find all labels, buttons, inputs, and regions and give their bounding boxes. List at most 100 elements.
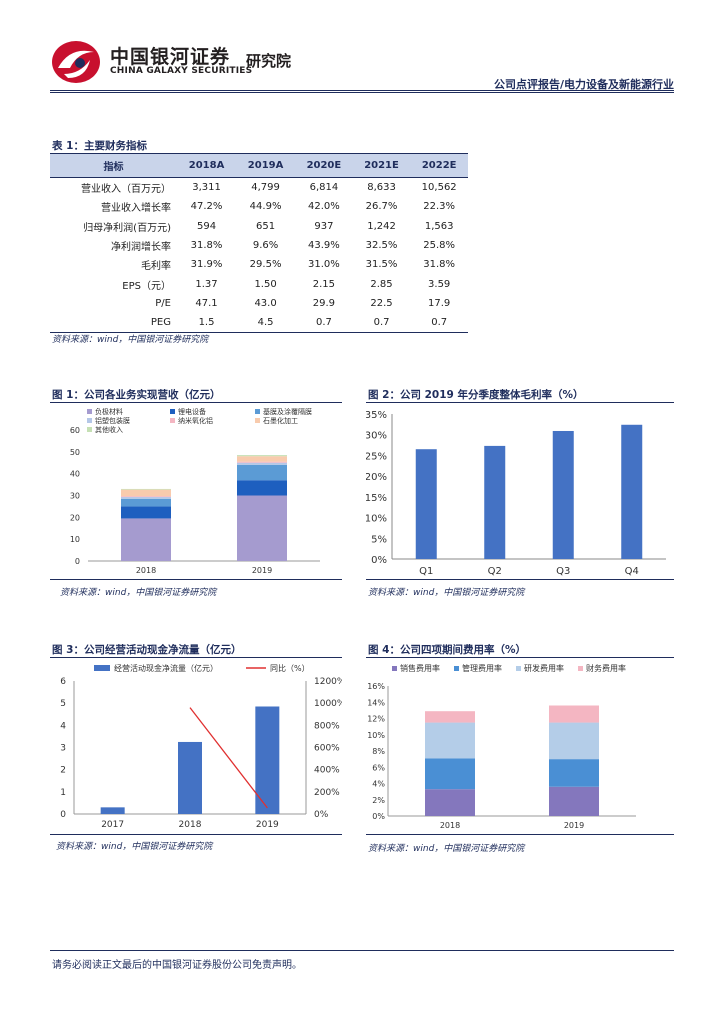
- figure-3-source: 资料来源：wind，中国银河证券研究院: [56, 842, 213, 852]
- y-tick-label-right: 600%: [314, 744, 340, 754]
- y-tick-label: 40: [70, 470, 80, 479]
- bar-segment: [121, 498, 171, 507]
- table-row: 营业收入增长率 47.2% 44.9% 42.0% 26.7% 22.3%: [50, 197, 468, 216]
- table-cell: 29.5%: [249, 259, 282, 271]
- y-tick-label-left: 1: [60, 788, 66, 798]
- report-category: 公司点评报告/电力设备及新能源行业: [493, 78, 674, 91]
- bar-segment: [237, 462, 287, 465]
- table-row: PEG 1.5 4.5 0.7 0.7 0.7: [50, 313, 468, 334]
- table-row-label: 营业收入增长率: [101, 203, 171, 215]
- table-header-cell: 指标: [50, 153, 177, 178]
- y-tick-label: 30: [70, 492, 80, 501]
- table-header-row: 指标 2018A 2019A 2020E 2021E 2022E: [50, 153, 468, 178]
- financial-table: 指标 2018A 2019A 2020E 2021E 2022E 营业收入（百万元） 3,3…: [50, 153, 468, 334]
- table-cell: 25.8%: [423, 240, 456, 252]
- table-cell: 0.7: [352, 313, 411, 334]
- figure-3-top-rule: [50, 657, 342, 658]
- table-header-cell: 2018A: [177, 153, 237, 178]
- bar-segment: [549, 705, 599, 723]
- legend-label: 负极材料: [95, 407, 123, 416]
- figure-1-bottom-rule: [50, 579, 342, 580]
- y-tick-label: 16%: [367, 682, 385, 691]
- legend-swatch: [516, 666, 521, 671]
- bar-segment: [121, 489, 171, 497]
- bar-segment: [425, 789, 475, 816]
- footer-rule: [50, 950, 674, 951]
- x-tick-label: 2018: [136, 566, 156, 575]
- table-cell: 22.3%: [423, 201, 456, 213]
- figure-2-top-rule: [366, 402, 674, 403]
- table-row: EPS（元） 1.37 1.50 2.15 2.85 3.59: [50, 274, 468, 293]
- legend-swatch: [454, 666, 459, 671]
- bar-segment: [121, 496, 171, 498]
- table-cell: 4,799: [251, 182, 280, 194]
- y-tick-label: 20%: [366, 472, 387, 483]
- legend-label: 其他收入: [95, 425, 123, 434]
- table-cell: 43.9%: [308, 240, 340, 252]
- bar: [100, 807, 125, 814]
- y-tick-label: 12%: [367, 715, 385, 724]
- table-cell: 31.0%: [308, 259, 340, 271]
- yoy-line: [189, 707, 268, 809]
- x-tick-label: 2017: [101, 820, 124, 830]
- table-cell: 4.5: [236, 313, 296, 334]
- header-rule: [50, 90, 674, 91]
- bar-segment: [121, 518, 171, 561]
- table-cell: 31.8%: [423, 259, 456, 271]
- figure-1-source: 资料来源：wind，中国银河证券研究院: [60, 588, 217, 598]
- legend-swatch: [94, 665, 110, 671]
- table-cell: 32.5%: [365, 240, 398, 252]
- table-cell: 6,814: [309, 182, 339, 194]
- table-cell: 31.5%: [365, 259, 398, 271]
- figure-3-title: 图 3：公司经营活动现金净流量（亿元）: [52, 644, 242, 656]
- figure-4-title: 图 4：公司四项期间费用率（%）: [368, 644, 526, 656]
- bar-segment: [425, 758, 475, 790]
- bar: [552, 430, 574, 559]
- table-cell: 44.9%: [249, 201, 282, 213]
- y-tick-label: 5%: [371, 534, 387, 545]
- table-row-label: 归母净利润(百万元): [83, 222, 171, 234]
- y-tick-label-right: 1200%: [314, 677, 342, 687]
- y-tick-label: 14%: [367, 698, 385, 707]
- bar: [415, 449, 437, 559]
- y-tick-label: 25%: [366, 451, 387, 462]
- figure-4-top-rule: [366, 657, 674, 658]
- figure-4-bottom-rule: [366, 834, 674, 835]
- legend-label: 基膜及涂覆隔膜: [263, 407, 312, 416]
- legend-swatch: [255, 409, 260, 414]
- y-tick-label: 0%: [372, 812, 385, 821]
- table-cell: 29.9: [312, 297, 336, 309]
- y-tick-label: 0: [75, 557, 80, 566]
- y-tick-label-left: 6: [60, 677, 66, 687]
- table-cell: 2.85: [370, 278, 393, 290]
- figure-3-chart: 经营活动现金净流量（亿元） 同比（%） 0 1 2 3 4 5 6 0% 200% 400% 600% 8…: [60, 663, 342, 830]
- legend-label: 石墨化加工: [263, 416, 298, 425]
- table-row: 归母净利润(百万元) 594 651 937 1,242 1,563: [50, 217, 468, 236]
- bar-segment: [549, 786, 599, 816]
- bar-segment: [121, 497, 171, 499]
- figure-2-bottom-rule: [366, 579, 674, 580]
- table-cell: 1,242: [367, 220, 396, 232]
- bar-segment: [237, 461, 287, 463]
- y-tick-label-right: 1000%: [314, 699, 342, 709]
- legend-swatch: [170, 409, 175, 414]
- table-cell: 3,311: [192, 182, 221, 194]
- y-tick-label: 10%: [367, 731, 385, 740]
- table-cell: 47.1: [195, 297, 218, 309]
- header-rule-secondary: [50, 92, 674, 93]
- y-tick-label: 20: [70, 513, 80, 522]
- bar-segment: [549, 759, 599, 787]
- table-cell: 43.0: [254, 297, 277, 309]
- legend-swatch: [255, 418, 260, 423]
- legend-label: 管理费用率: [462, 663, 502, 673]
- bar-segment: [549, 722, 599, 760]
- table-cell: 42.0%: [308, 201, 340, 213]
- bar-segment: [237, 495, 287, 561]
- legend-swatch: [578, 666, 583, 671]
- x-tick-label: 2019: [252, 566, 272, 575]
- footer-disclaimer: 请务必阅读正文最后的中国银河证券股份公司免责声明。: [52, 960, 302, 971]
- figure-2-title: 图 2：公司 2019 年分季度整体毛利率（%）: [368, 389, 584, 401]
- bar-segment: [425, 722, 475, 759]
- brand-name-cn: 中国银河证券: [110, 46, 231, 68]
- bar-segment: [237, 480, 287, 496]
